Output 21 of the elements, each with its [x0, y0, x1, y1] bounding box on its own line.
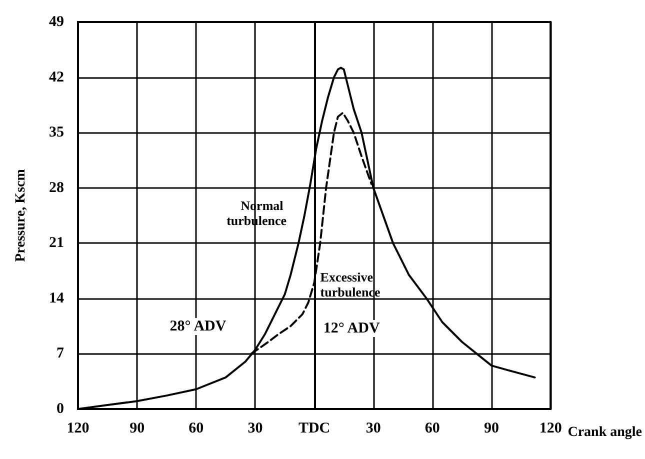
x-tick-label: 90	[130, 420, 145, 436]
y-tick-label: 35	[49, 124, 64, 141]
x-tick-label: 120	[66, 420, 90, 436]
y-tick-label: 49	[49, 14, 64, 30]
x-tick-label: TDC	[298, 420, 330, 436]
x-tick-label: 60	[188, 420, 204, 436]
x-tick-label: 120	[539, 420, 562, 436]
y-tick-label: 21	[49, 235, 64, 252]
x-tick-label: 60	[424, 420, 440, 436]
annotation: 12° ADV	[323, 320, 380, 336]
y-tick-label: 0	[56, 401, 64, 417]
y-axis-title: Pressure, Kscm	[14, 168, 28, 262]
y-tick-label: 7	[56, 346, 64, 362]
x-tick-label: 90	[484, 420, 499, 436]
x-axis-title: Crank angle	[568, 425, 642, 440]
y-tick-label: 14	[49, 290, 64, 306]
y-tick-label: 28	[49, 180, 64, 196]
y-tick-label: 42	[49, 69, 64, 86]
x-tick-label: 30	[366, 420, 381, 436]
annotation: 28° ADV	[170, 318, 226, 335]
x-tick-label: 30	[248, 420, 263, 436]
